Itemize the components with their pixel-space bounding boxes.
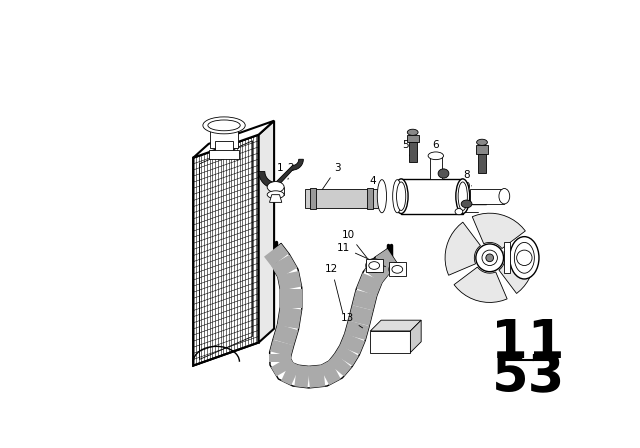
Polygon shape [364,259,390,284]
Polygon shape [367,188,373,209]
Polygon shape [476,145,488,154]
Ellipse shape [394,179,408,214]
Polygon shape [406,134,419,142]
Text: 13: 13 [340,313,363,328]
Text: 5: 5 [402,140,410,156]
Ellipse shape [499,189,509,204]
Text: 6: 6 [433,140,439,169]
Ellipse shape [438,169,449,178]
Text: 12: 12 [325,264,343,313]
Polygon shape [429,156,442,179]
Text: 1: 1 [277,163,284,186]
Polygon shape [308,365,325,388]
Polygon shape [365,258,383,272]
Polygon shape [259,159,303,189]
Polygon shape [271,254,297,279]
Polygon shape [280,289,302,308]
Circle shape [482,250,497,266]
Polygon shape [294,365,310,388]
Polygon shape [215,141,234,151]
Text: 4: 4 [369,176,384,192]
Text: 10: 10 [342,230,367,258]
Ellipse shape [208,120,240,131]
Polygon shape [277,271,301,291]
Text: 2: 2 [288,163,294,179]
Polygon shape [334,345,359,366]
Text: 53: 53 [492,351,565,403]
Polygon shape [340,333,365,354]
Text: 7: 7 [479,145,485,165]
Polygon shape [193,134,259,366]
Polygon shape [445,222,481,275]
Polygon shape [344,320,369,340]
Polygon shape [401,179,463,214]
Ellipse shape [369,262,380,269]
Polygon shape [310,188,316,209]
Ellipse shape [392,266,403,273]
Polygon shape [264,244,289,267]
Polygon shape [470,189,504,204]
Polygon shape [454,267,507,302]
Polygon shape [356,273,383,297]
Ellipse shape [389,263,406,276]
Polygon shape [371,320,421,331]
Polygon shape [504,242,509,273]
Text: 3: 3 [322,163,340,190]
Polygon shape [270,340,294,357]
Ellipse shape [393,180,402,213]
Polygon shape [328,353,352,376]
Text: 8: 8 [463,170,472,186]
Ellipse shape [365,258,383,272]
Ellipse shape [407,129,418,135]
Polygon shape [269,354,291,362]
Text: 9: 9 [463,182,470,198]
Polygon shape [409,142,417,162]
Ellipse shape [267,181,284,192]
Ellipse shape [458,182,467,211]
Polygon shape [269,195,282,202]
Ellipse shape [456,179,470,214]
Ellipse shape [455,208,463,215]
Polygon shape [209,150,239,159]
Polygon shape [352,290,377,310]
Ellipse shape [461,200,472,208]
Polygon shape [389,263,406,276]
Polygon shape [271,356,295,376]
Polygon shape [210,131,238,148]
Polygon shape [499,241,534,293]
Ellipse shape [428,152,444,159]
Polygon shape [376,249,399,275]
Ellipse shape [477,139,488,146]
Polygon shape [277,306,301,329]
Ellipse shape [203,117,245,134]
Text: 11: 11 [337,243,385,267]
Polygon shape [348,305,373,326]
Polygon shape [273,324,298,345]
Circle shape [476,244,504,271]
Ellipse shape [397,182,406,211]
Polygon shape [305,189,378,208]
Polygon shape [410,320,421,353]
Ellipse shape [509,237,539,279]
Polygon shape [472,213,525,249]
Text: 11: 11 [492,316,565,369]
Polygon shape [193,121,274,158]
Circle shape [516,250,532,266]
Ellipse shape [378,180,387,213]
Polygon shape [259,121,274,343]
Polygon shape [478,154,486,173]
Polygon shape [371,331,410,353]
Ellipse shape [515,242,534,273]
Polygon shape [319,360,340,385]
Circle shape [486,254,493,262]
Polygon shape [281,361,300,385]
Ellipse shape [267,191,284,198]
